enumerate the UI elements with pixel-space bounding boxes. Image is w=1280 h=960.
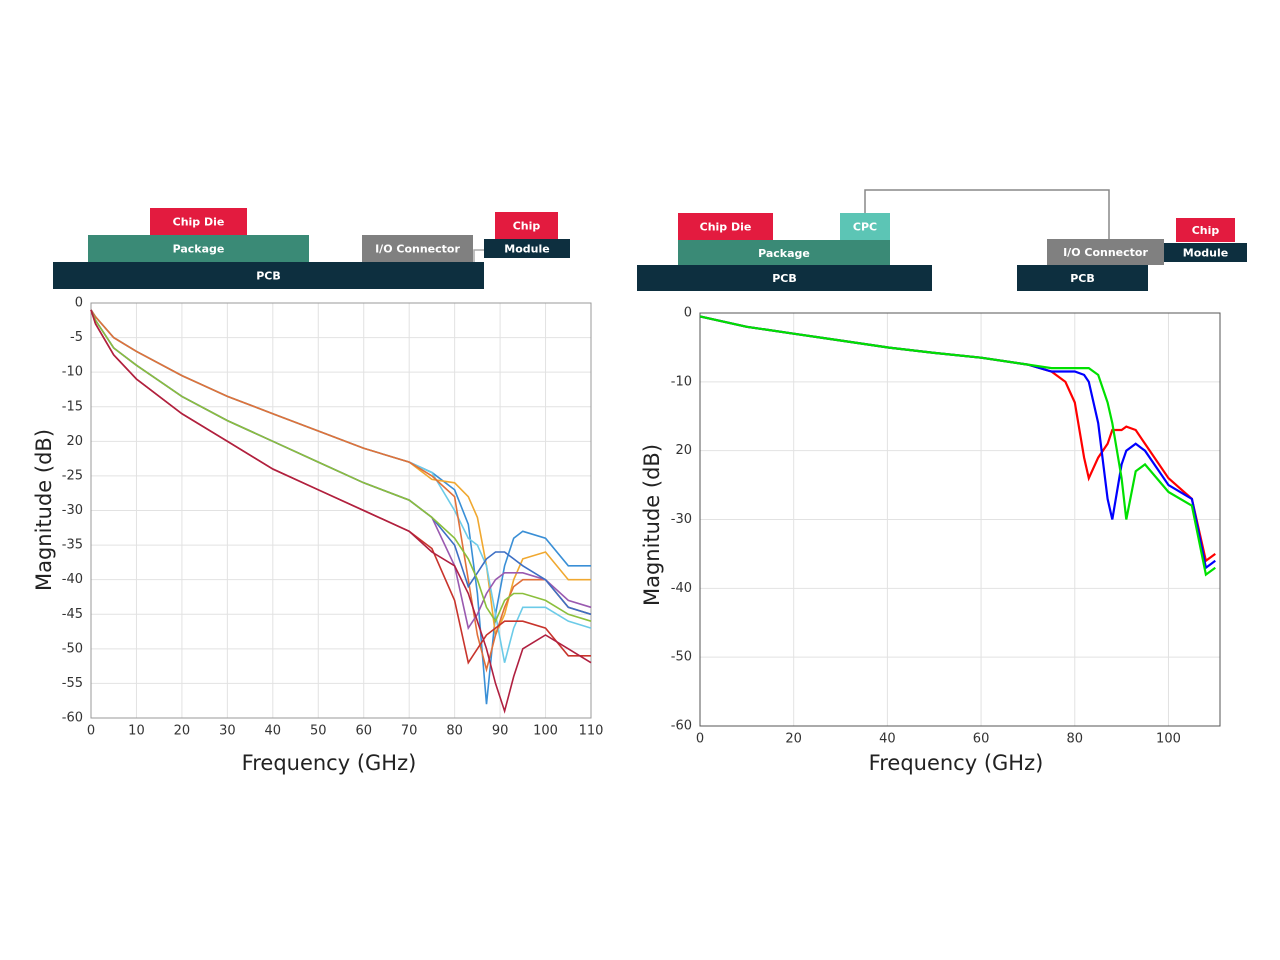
y-axis-title: Magnitude (dB) xyxy=(32,429,56,591)
y-tick-label: 0 xyxy=(684,306,692,321)
diagram-block xyxy=(678,240,890,266)
series-line xyxy=(90,309,592,631)
y-tick-label: 20 xyxy=(66,434,83,449)
x-tick-label: 90 xyxy=(492,724,509,739)
x-tick-label: 40 xyxy=(265,724,282,739)
series-line xyxy=(90,309,591,665)
block-label: Chip xyxy=(1192,224,1220,237)
block-label: Chip Die xyxy=(173,216,225,229)
y-tick-label: -10 xyxy=(671,374,692,389)
diagram-block xyxy=(495,212,558,239)
diagram-block xyxy=(637,265,932,291)
plot-frame xyxy=(90,302,592,719)
x-tick-label: 60 xyxy=(973,732,990,747)
diagram-block xyxy=(484,239,570,258)
block-label: Package xyxy=(173,243,225,256)
y-tick-label: -55 xyxy=(62,676,83,691)
x-tick-label: 110 xyxy=(579,724,604,739)
series-line xyxy=(699,315,1216,570)
block-label: PCB xyxy=(256,270,281,283)
series-line xyxy=(90,309,591,705)
y-tick-label: -30 xyxy=(62,503,83,518)
y-tick-label: -5 xyxy=(70,330,83,345)
y-tick-label: -60 xyxy=(62,711,83,726)
y-tick-label: -25 xyxy=(62,468,83,483)
series-line xyxy=(90,309,592,623)
y-axis-title: Magnitude (dB) xyxy=(640,444,664,606)
block-label: CPC xyxy=(853,221,877,234)
y-tick-label: -45 xyxy=(62,607,83,622)
x-tick-label: 0 xyxy=(696,732,704,747)
connector-line xyxy=(864,189,1110,239)
x-tick-label: 30 xyxy=(219,724,236,739)
y-tick-label: -40 xyxy=(671,581,692,596)
series-line xyxy=(90,309,592,673)
y-tick-label: -60 xyxy=(671,719,692,734)
x-axis-title: Frequency (GHz) xyxy=(869,751,1044,775)
x-tick-label: 20 xyxy=(174,724,191,739)
series-line xyxy=(90,309,592,616)
diagram-block xyxy=(362,235,473,262)
diagram-block xyxy=(1017,265,1148,291)
diagram-block xyxy=(1176,218,1235,242)
block-label: Chip Die xyxy=(700,221,752,234)
diagram-block xyxy=(53,262,484,289)
series-line xyxy=(699,315,1216,563)
plot-frame xyxy=(699,312,1221,727)
y-tick-label: -50 xyxy=(671,650,692,665)
block-label: Chip xyxy=(513,220,541,233)
diagram-block xyxy=(1047,239,1164,265)
block-label: I/O Connector xyxy=(375,243,460,256)
block-label: Module xyxy=(1183,247,1228,260)
x-tick-label: 100 xyxy=(533,724,558,739)
diagram-block xyxy=(678,213,773,240)
y-tick-label: -35 xyxy=(62,538,83,553)
y-tick-label: -15 xyxy=(62,399,83,414)
x-tick-label: 80 xyxy=(446,724,463,739)
y-tick-label: -50 xyxy=(62,641,83,656)
diagram-block xyxy=(88,235,309,262)
diagram-block xyxy=(150,208,247,235)
block-label: Package xyxy=(758,247,810,260)
series-line xyxy=(90,309,592,663)
y-tick-label: -30 xyxy=(671,512,692,527)
x-tick-label: 100 xyxy=(1156,732,1181,747)
x-tick-label: 0 xyxy=(87,724,95,739)
series-line xyxy=(699,315,1216,577)
x-axis-title: Frequency (GHz) xyxy=(242,751,417,775)
block-label: PCB xyxy=(772,272,797,285)
y-tick-label: -40 xyxy=(62,572,83,587)
series-line xyxy=(90,309,592,714)
x-tick-label: 70 xyxy=(401,724,418,739)
x-tick-label: 60 xyxy=(355,724,372,739)
block-label: Module xyxy=(504,243,549,256)
block-label: PCB xyxy=(1070,272,1095,285)
x-tick-label: 10 xyxy=(128,724,145,739)
x-tick-label: 40 xyxy=(879,732,896,747)
diagram-block xyxy=(840,213,890,240)
y-tick-label: 0 xyxy=(75,296,83,311)
x-tick-label: 80 xyxy=(1067,732,1084,747)
block-label: I/O Connector xyxy=(1063,246,1148,259)
y-tick-label: -10 xyxy=(62,365,83,380)
diagram-block xyxy=(1164,243,1247,262)
y-tick-label: 20 xyxy=(675,443,692,458)
x-tick-label: 50 xyxy=(310,724,327,739)
x-tick-label: 20 xyxy=(785,732,802,747)
